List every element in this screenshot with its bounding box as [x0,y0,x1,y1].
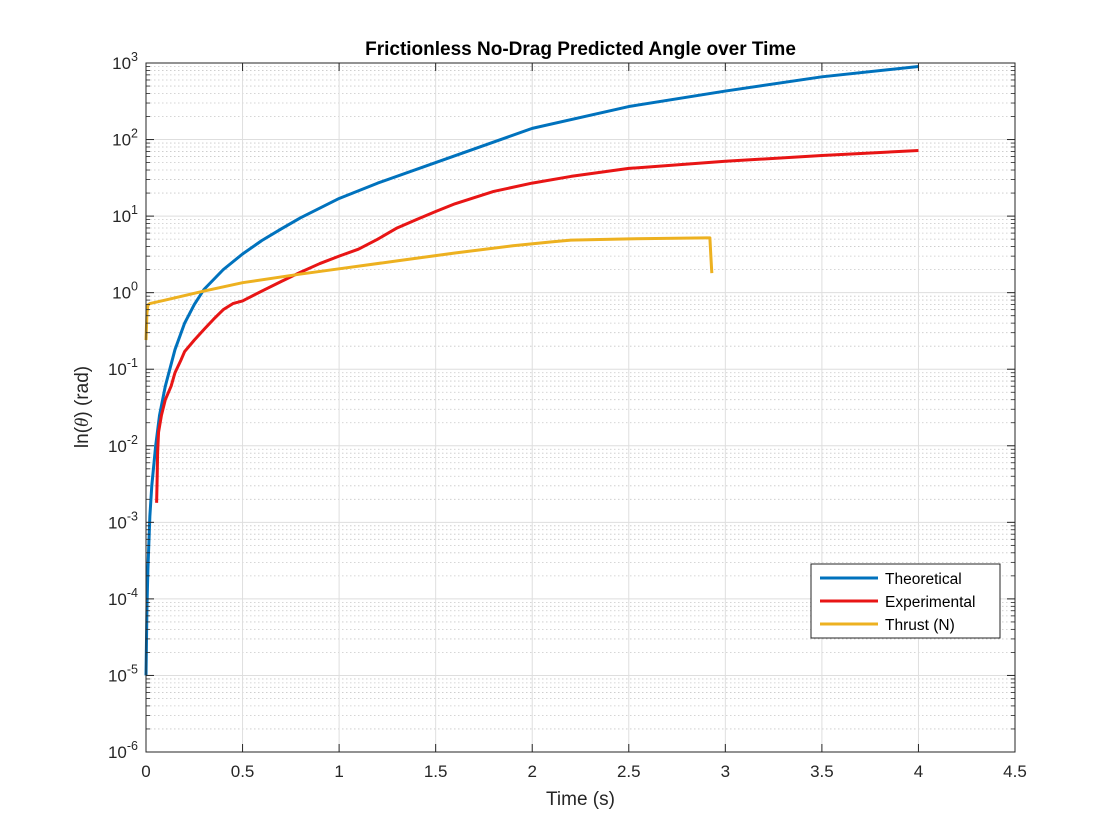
y-axis-title-symbol: θ [72,418,93,427]
x-tick-label: 1.5 [424,762,448,781]
y-tick-label: 102 [112,127,138,150]
x-tick-label: 2 [527,762,536,781]
y-tick-label: 101 [112,203,138,226]
minor-grid [146,66,1015,730]
x-tick-label: 2.5 [617,762,641,781]
y-tick-label: 10-6 [108,739,138,762]
series-line-thrust-n [144,236,714,341]
legend-label-experimental: Experimental [885,594,975,611]
x-tick-label: 4 [914,762,923,781]
x-tick-labels: 0 0.5 1 1.5 2 2.5 3 3.5 4 4.5 [141,762,1027,781]
y-tick-label: 10-4 [108,586,138,609]
x-tick-label: 3.5 [810,762,834,781]
y-tick-label: 10-2 [108,433,138,456]
x-tick-label: 4.5 [1003,762,1027,781]
series-layer [144,65,919,676]
y-tick-labels: 10-6 10-5 10-4 10-3 10-2 10-1 100 101 102 103 [108,50,138,762]
series-line-theoretical [144,65,919,676]
plot-frame [145,62,1016,753]
y-axis-title-suffix: ) (rad) [72,366,93,418]
tick-marks [145,62,1016,753]
y-tick-label: 10-3 [108,509,138,532]
legend: Theoretical Experimental Thrust (N) [810,563,1001,639]
x-tick-label: 0.5 [231,762,255,781]
x-tick-label: 0 [141,762,150,781]
legend-label-thrust: Thrust (N) [885,617,955,634]
x-tick-label: 3 [721,762,730,781]
plot-area [146,63,1015,752]
x-tick-label: 1 [334,762,343,781]
y-tick-label: 103 [112,50,138,73]
chart-title: Frictionless No-Drag Predicted Angle ove… [365,39,796,60]
legend-label-theoretical: Theoretical [885,571,962,588]
series-line-experimental [155,148,919,503]
y-tick-label: 10-1 [108,356,138,379]
y-tick-label: 100 [112,280,138,303]
x-axis-title: Time (s) [546,789,615,810]
y-tick-label: 10-5 [108,662,138,685]
y-axis-title-prefix: ln( [72,426,93,448]
y-axis-title: ln(θ) (rad) [72,366,93,448]
